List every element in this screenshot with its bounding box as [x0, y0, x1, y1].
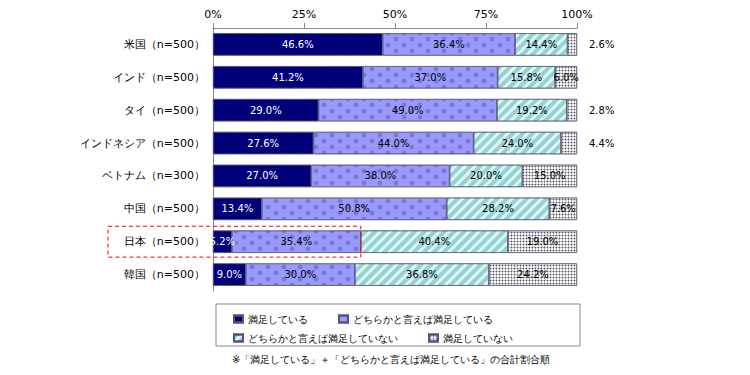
- svg-text:44.0%: 44.0%: [378, 138, 410, 149]
- svg-text:75%: 75%: [474, 8, 498, 21]
- svg-text:5.2%: 5.2%: [210, 236, 235, 247]
- svg-text:28.2%: 28.2%: [482, 203, 514, 214]
- svg-text:15.0%: 15.0%: [534, 170, 566, 181]
- svg-text:2.8%: 2.8%: [589, 105, 614, 116]
- svg-text:19.2%: 19.2%: [516, 105, 548, 116]
- svg-text:中国（n=500）: 中国（n=500）: [124, 202, 205, 215]
- svg-text:満足している: 満足している: [248, 314, 308, 325]
- svg-text:満足していない: 満足していない: [443, 333, 513, 344]
- svg-text:どちらかと言えば満足していない: どちらかと言えば満足していない: [248, 333, 398, 344]
- svg-text:米国（n=500）: 米国（n=500）: [124, 38, 205, 51]
- svg-text:27.0%: 27.0%: [246, 170, 278, 181]
- svg-text:38.0%: 38.0%: [365, 170, 397, 181]
- svg-text:24.2%: 24.2%: [517, 269, 549, 280]
- svg-text:25%: 25%: [292, 8, 316, 21]
- svg-text:どちらかと言えば満足している: どちらかと言えば満足している: [353, 314, 493, 325]
- svg-text:24.0%: 24.0%: [501, 138, 533, 149]
- svg-text:9.0%: 9.0%: [217, 269, 242, 280]
- svg-text:36.4%: 36.4%: [433, 39, 465, 50]
- svg-text:27.6%: 27.6%: [247, 138, 279, 149]
- svg-text:インド（n=500）: インド（n=500）: [113, 71, 205, 84]
- svg-text:日本（n=500）: 日本（n=500）: [124, 235, 205, 248]
- svg-text:7.6%: 7.6%: [550, 203, 575, 214]
- svg-text:36.8%: 36.8%: [406, 269, 438, 280]
- svg-text:35.4%: 35.4%: [280, 236, 312, 247]
- svg-text:30.0%: 30.0%: [284, 269, 316, 280]
- svg-text:50%: 50%: [383, 8, 407, 21]
- svg-text:14.4%: 14.4%: [525, 39, 557, 50]
- svg-text:46.6%: 46.6%: [282, 39, 314, 50]
- svg-text:13.4%: 13.4%: [221, 203, 253, 214]
- svg-text:インドネシア（n=500）: インドネシア（n=500）: [80, 137, 205, 150]
- svg-text:41.2%: 41.2%: [272, 72, 304, 83]
- svg-text:ベトナム（n=300）: ベトナム（n=300）: [102, 169, 205, 182]
- svg-text:29.0%: 29.0%: [250, 105, 282, 116]
- svg-text:6.0%: 6.0%: [553, 72, 578, 83]
- svg-text:15.8%: 15.8%: [511, 72, 543, 83]
- svg-text:0%: 0%: [204, 8, 221, 21]
- svg-text:40.4%: 40.4%: [418, 236, 450, 247]
- svg-text:50.8%: 50.8%: [338, 203, 370, 214]
- svg-text:49.0%: 49.0%: [392, 105, 424, 116]
- svg-text:19.0%: 19.0%: [527, 236, 559, 247]
- svg-text:タイ（n=500）: タイ（n=500）: [124, 104, 205, 117]
- svg-text:4.4%: 4.4%: [589, 138, 614, 149]
- svg-text:※「満足している」＋「どちらかと言えば満足している」の合計割: ※「満足している」＋「どちらかと言えば満足している」の合計割合順: [232, 354, 550, 365]
- svg-text:2.6%: 2.6%: [589, 39, 614, 50]
- svg-text:韓国（n=500）: 韓国（n=500）: [124, 268, 205, 281]
- svg-text:100%: 100%: [561, 8, 592, 21]
- svg-text:37.0%: 37.0%: [414, 72, 446, 83]
- svg-text:20.0%: 20.0%: [470, 170, 502, 181]
